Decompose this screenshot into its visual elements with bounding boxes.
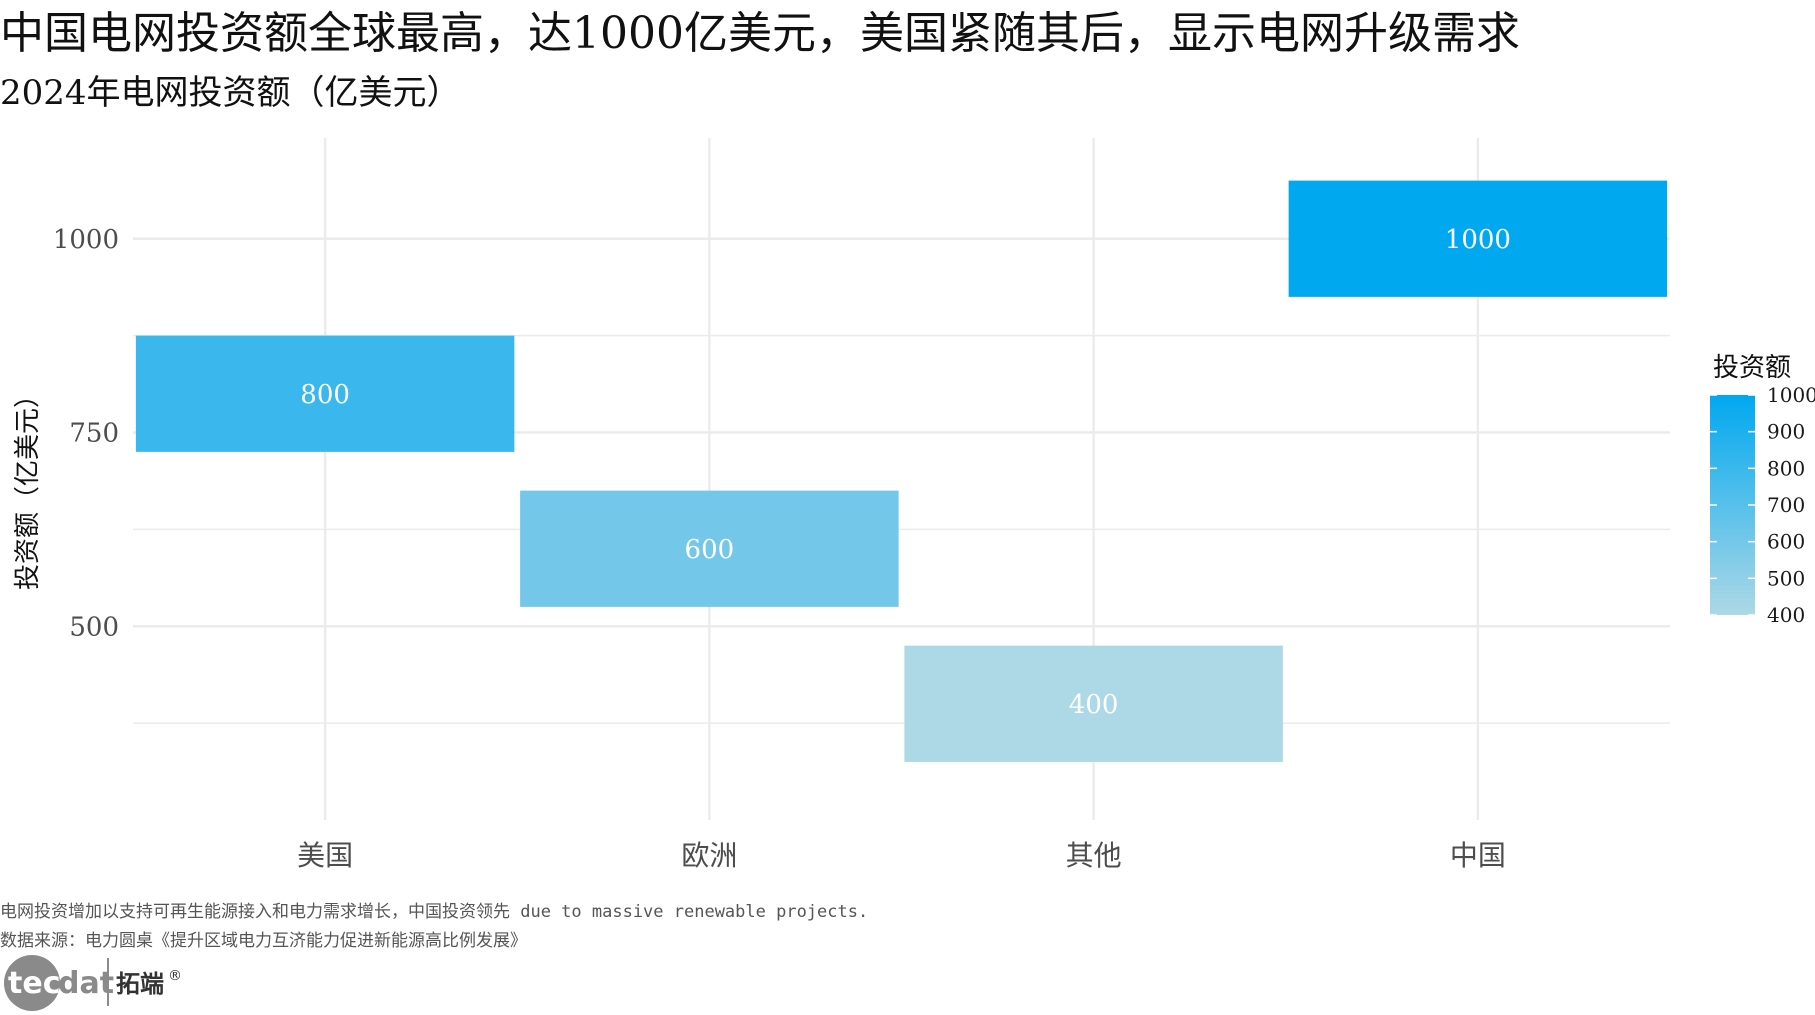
bar-value-label: 1000 <box>1445 225 1511 255</box>
x-axis-ticks: 美国 欧洲 其他 中国 <box>297 839 1506 872</box>
logo-text-b: dat <box>58 966 114 1001</box>
bar-labels: 800 600 400 1000 <box>300 225 1511 720</box>
y-tick-label: 1000 <box>53 225 119 255</box>
bar-美国 <box>135 335 515 452</box>
logo-text-cn: 拓端 <box>116 970 164 998</box>
bar-value-label: 400 <box>1069 690 1119 720</box>
bar-中国 <box>1288 180 1668 297</box>
chart-subtitle: 2024年电网投资额（亿美元） <box>0 73 461 113</box>
x-tick-label: 欧洲 <box>681 839 737 872</box>
logo-circle <box>4 955 60 1011</box>
y-axis-ticks: 500 750 1000 <box>53 225 119 643</box>
legend: 投资额 400 500 600 700 800 900 1000 <box>1710 353 1815 627</box>
caption-source: 数据来源：电力圆桌《提升区域电力互济能力促进新能源高比例发展》 <box>0 931 527 951</box>
x-tick-label: 中国 <box>1450 839 1506 872</box>
chart-title: 中国电网投资额全球最高，达1000亿美元，美国紧随其后，显示电网升级需求 <box>0 8 1520 59</box>
bar-value-label: 800 <box>300 380 350 410</box>
caption-note: 电网投资增加以支持可再生能源接入和电力需求增长，中国投资领先 due to ma… <box>0 902 868 922</box>
bar-其他 <box>904 645 1283 762</box>
x-tick-label: 其他 <box>1066 839 1122 872</box>
legend-ticks: 400 500 600 700 800 900 1000 <box>1710 383 1815 627</box>
legend-tick-label: 600 <box>1767 530 1805 554</box>
y-tick-label: 750 <box>69 419 119 449</box>
legend-tick-label: 900 <box>1767 420 1805 444</box>
legend-title: 投资额 <box>1713 353 1791 383</box>
x-tick-label: 美国 <box>297 839 353 872</box>
legend-tick-label: 400 <box>1767 603 1805 627</box>
logo-registered-mark: ® <box>168 968 182 984</box>
legend-tick-label: 1000 <box>1767 383 1815 407</box>
logo-text-a: tec <box>8 966 60 1001</box>
legend-tick-label: 500 <box>1767 566 1805 590</box>
legend-tick-label: 700 <box>1767 493 1805 517</box>
y-tick-label: 500 <box>69 612 119 642</box>
y-axis-title: 投资额（亿美元） <box>13 382 43 590</box>
bar-欧洲 <box>520 490 899 607</box>
bars <box>135 180 1668 762</box>
bar-value-label: 600 <box>685 535 735 565</box>
legend-tick-label: 800 <box>1767 456 1805 480</box>
legend-colorbar <box>1710 395 1755 615</box>
tecdat-logo: tec dat 拓端 ® <box>4 955 182 1011</box>
